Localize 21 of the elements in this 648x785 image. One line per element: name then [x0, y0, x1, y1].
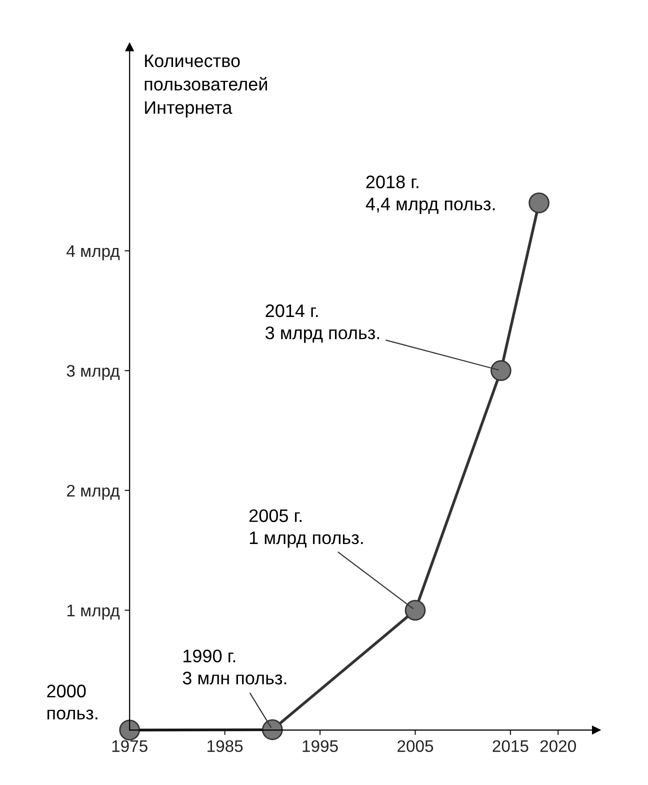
point — [528, 192, 550, 214]
point — [119, 720, 140, 740]
y-tick-label: 2 млрд — [67, 484, 120, 500]
point — [490, 360, 512, 382]
annotation: 1990 г. 3 млн польз. — [182, 650, 286, 684]
annotation: 2014 г. 3 млрд польз. — [266, 304, 380, 343]
x-tick-label: 2005 — [398, 740, 434, 752]
point — [404, 600, 426, 621]
annotation: 2000 польз. — [47, 684, 98, 720]
point — [262, 719, 283, 740]
x-tick-label: 2020 — [540, 740, 576, 752]
x-tick-label: 1985 — [208, 740, 243, 752]
y-axis-title: Количество пользователей Интернета — [144, 54, 267, 118]
x-tick-label: 1975 — [112, 740, 148, 752]
y-tick-label: 4 млрд — [66, 245, 120, 260]
annotation: 2018 г. 4,4 млрд польз. — [366, 176, 495, 214]
y-tick-label: 3 млрд — [66, 365, 120, 380]
x-tick-label: 2015 — [492, 740, 528, 752]
annotation: 2005 г. 1 млрд польз. — [249, 509, 363, 548]
y-tick-label: 1 млрд — [67, 604, 120, 620]
x-tick-label: 1995 — [302, 740, 338, 752]
